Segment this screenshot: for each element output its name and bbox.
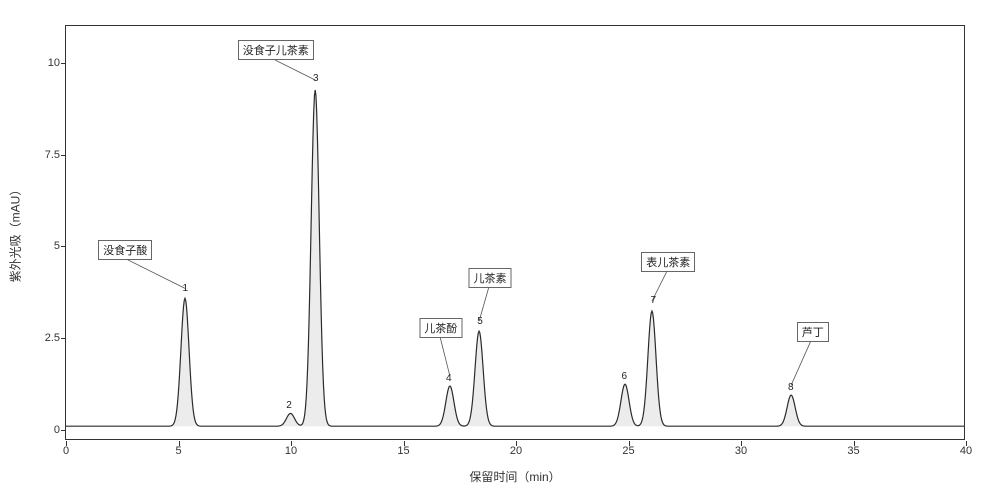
plot-area: 02.557.51005101520253035401没食子酸23没食子儿茶素4…	[65, 25, 965, 440]
peak-number: 1	[182, 283, 188, 294]
x-tick-mark	[741, 441, 742, 446]
x-tick-mark	[291, 441, 292, 446]
peak-leader-line	[791, 340, 811, 385]
peak-number: 8	[788, 382, 794, 393]
peak-number: 7	[650, 295, 656, 306]
chromatogram-figure: 02.557.51005101520253035401没食子酸23没食子儿茶素4…	[0, 0, 1000, 500]
peak-leader-line	[275, 60, 315, 80]
y-tick-mark	[61, 246, 66, 247]
peak-label: 表儿茶素	[641, 252, 695, 272]
peak-number: 2	[286, 400, 292, 411]
y-tick-mark	[61, 430, 66, 431]
peak-number: 4	[446, 373, 452, 384]
peak-number: 6	[621, 371, 627, 382]
peak-label: 儿茶酚	[419, 318, 462, 338]
x-tick-mark	[966, 441, 967, 446]
x-axis-label: 保留时间（min）	[469, 468, 560, 485]
peak-label: 没食子酸	[98, 240, 152, 260]
peak-number: 3	[313, 73, 319, 84]
x-tick-mark	[854, 441, 855, 446]
peak-label: 没食子儿茶素	[238, 40, 314, 60]
x-tick-mark	[404, 441, 405, 446]
x-tick-mark	[516, 441, 517, 446]
trace-fill	[66, 90, 964, 426]
x-tick-mark	[66, 441, 67, 446]
x-tick-mark	[629, 441, 630, 446]
x-tick-mark	[179, 441, 180, 446]
trace-line	[66, 90, 964, 426]
peak-label: 芦丁	[797, 322, 829, 342]
peak-number: 5	[477, 316, 483, 327]
y-tick-mark	[61, 155, 66, 156]
chromatogram-trace	[66, 26, 964, 439]
peak-leader-line	[440, 336, 450, 376]
y-tick-mark	[61, 338, 66, 339]
peak-leader-line	[125, 258, 185, 288]
peak-label: 儿茶素	[469, 268, 512, 288]
y-axis-label: 紫外光吸（mAU）	[7, 183, 24, 282]
y-tick-mark	[61, 63, 66, 64]
